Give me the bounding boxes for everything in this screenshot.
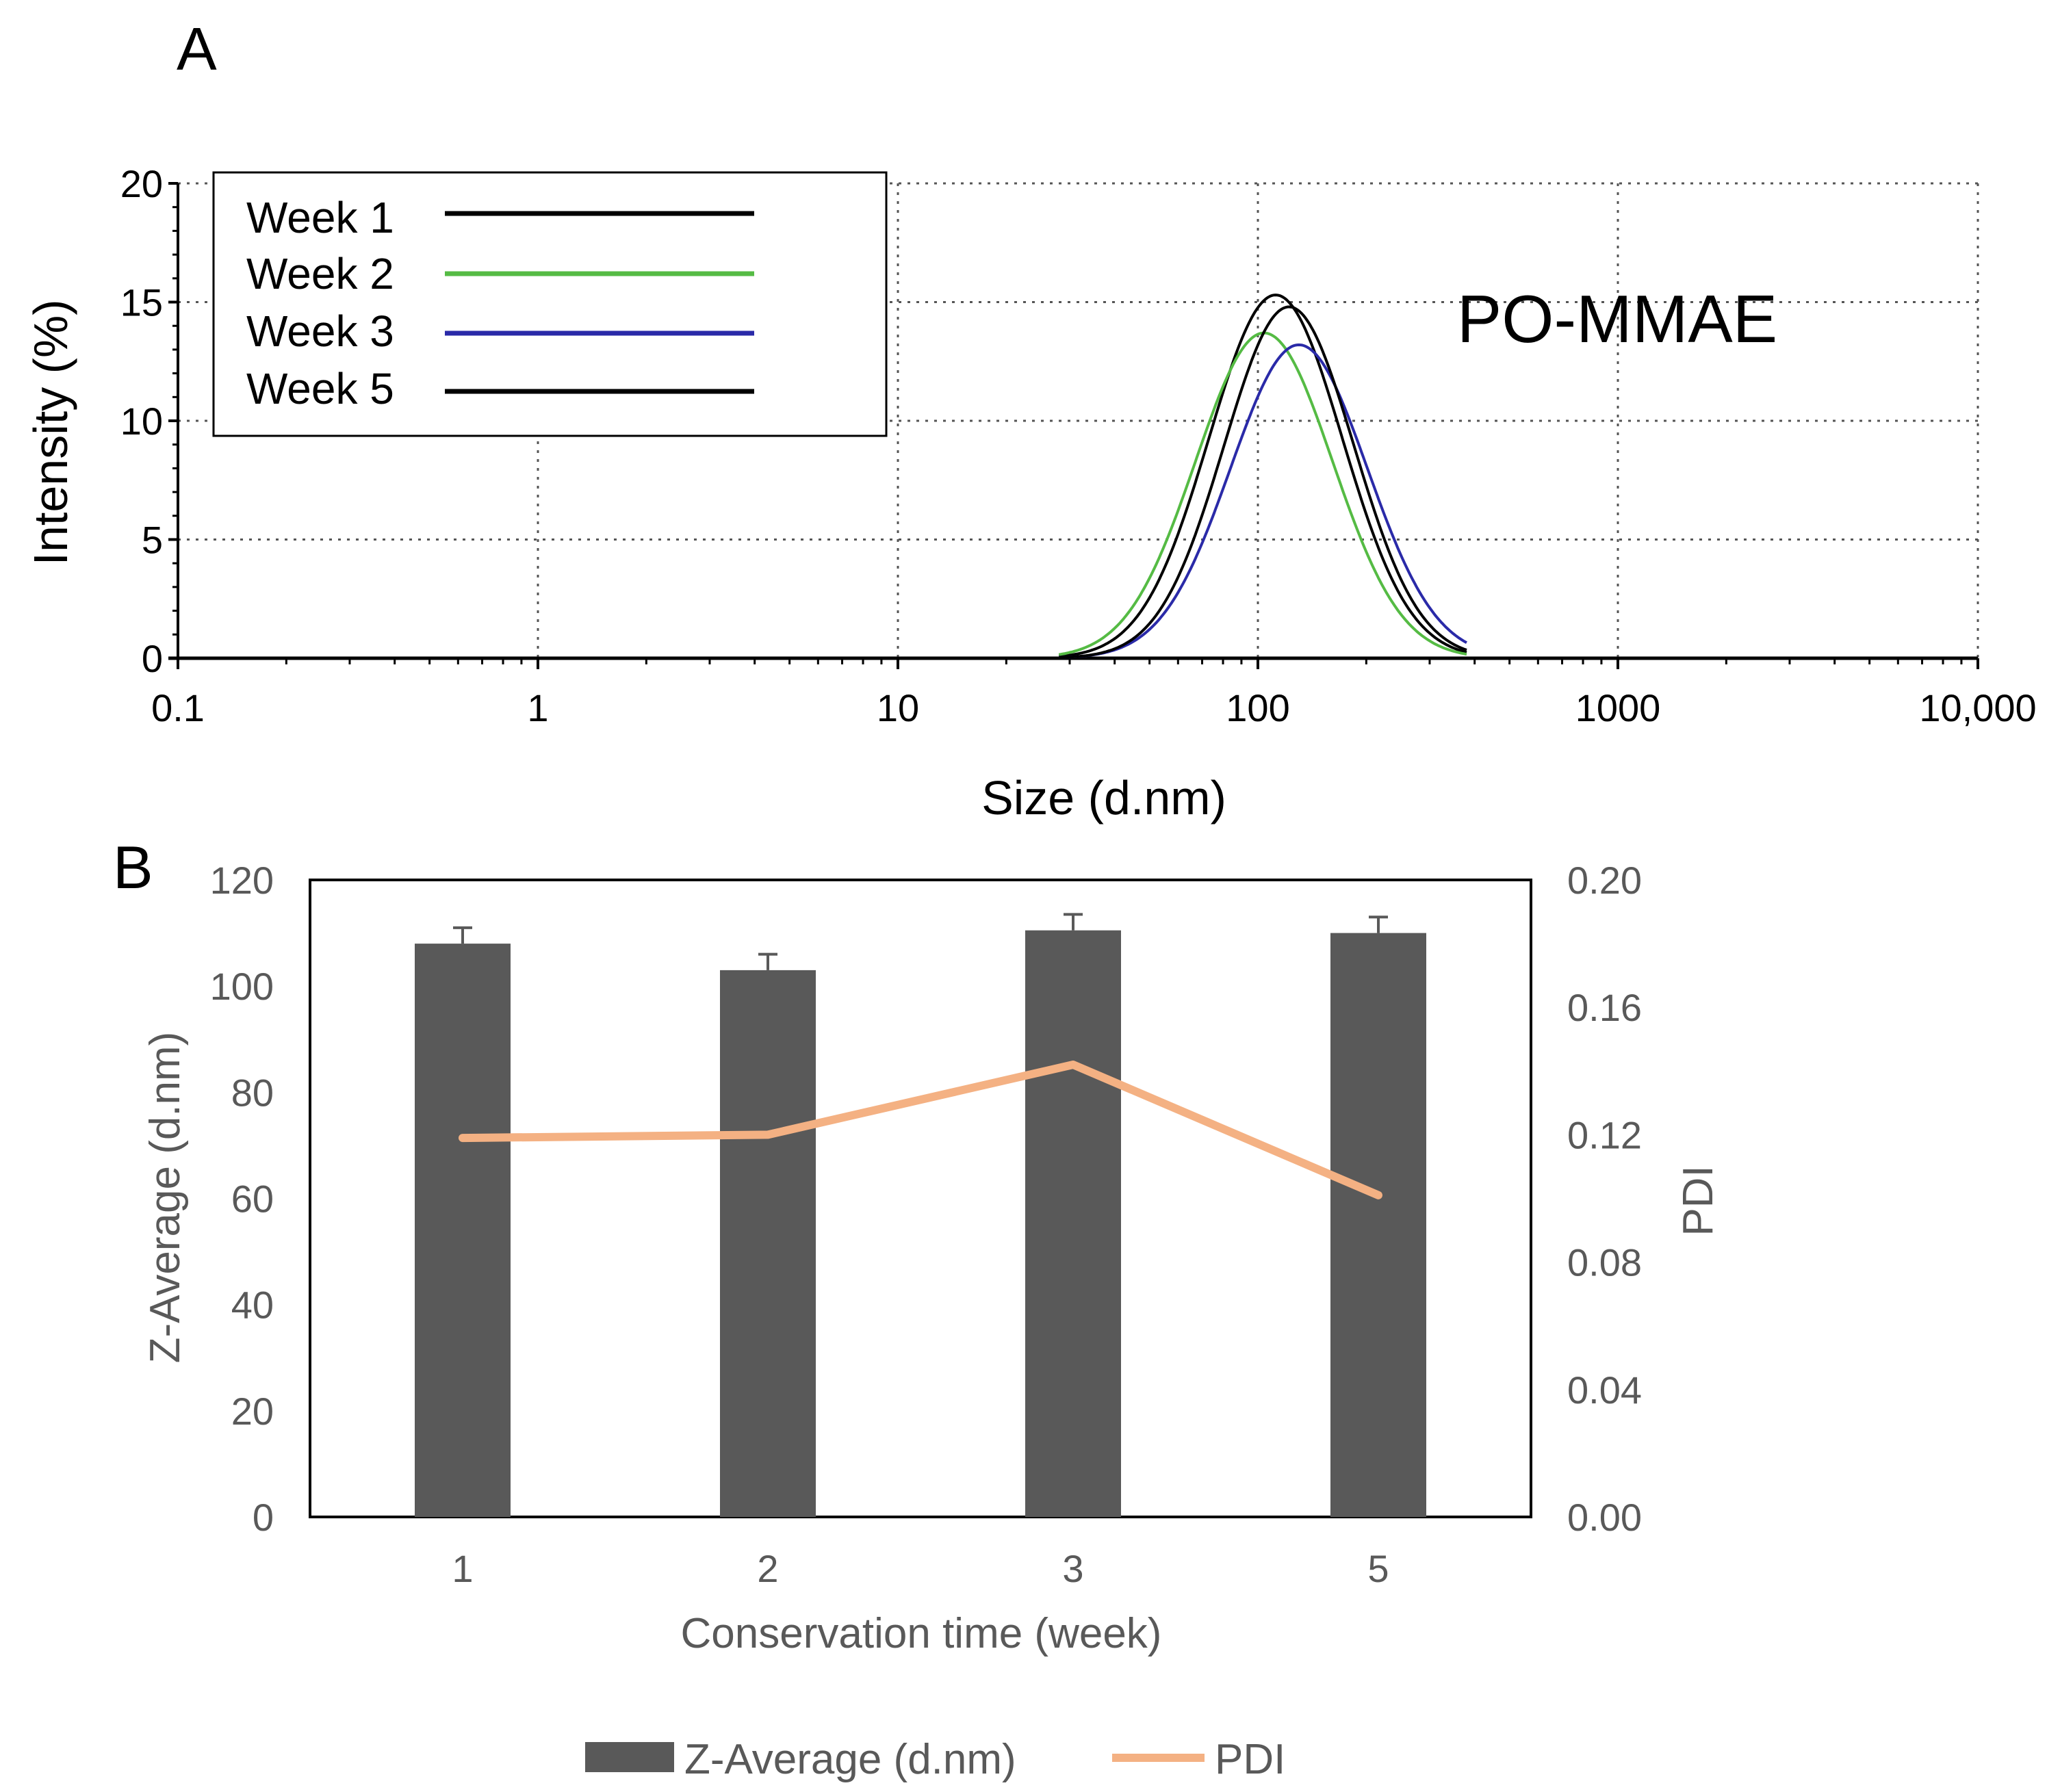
panel-b-y-tick-label-right: 0.00 (1567, 1496, 1642, 1539)
legend-label-z-average: Z-Average (d.nm) (684, 1736, 1016, 1783)
bar-z-average-week-1 (415, 944, 511, 1517)
bar-z-average-week-3 (1025, 930, 1121, 1517)
panel-a-x-tick-label: 1000 (1575, 686, 1661, 729)
panel-a-legend: Week 1 Week 2 Week 3 Week 5 (212, 171, 888, 437)
pdi-series-line (459, 1061, 1382, 1199)
legend-label-week-3: Week 3 (246, 307, 394, 356)
panel-b-y-tick-label-left: 80 (231, 1071, 274, 1114)
panel-b-y-axis-title-right: PDI (1675, 1165, 1722, 1236)
panel-a-x-tick-label: 100 (1226, 686, 1289, 729)
panel-b-y-tick-label-left: 100 (210, 965, 274, 1008)
panel-a-x-tick-label: 10,000 (1919, 686, 2036, 729)
panel-a-curve-week-5 (1059, 305, 1467, 660)
legend-swatch-z-average (585, 1742, 674, 1772)
legend-label-pdi: PDI (1215, 1736, 1285, 1783)
panel-b-x-tick-label: 3 (1062, 1547, 1083, 1590)
panel-a-axes (168, 182, 1979, 669)
panel-a-y-tick-label: 10 (120, 400, 163, 443)
panel-b-y-tick-label-left: 0 (253, 1496, 274, 1539)
panel-b-y-tick-label-right: 0.08 (1567, 1241, 1642, 1284)
panel-b-tick-labels: 0 20 40 60 80 100 120 0.00 0.04 0.08 0.12 0.16 0.20 1… (210, 859, 1642, 1590)
panel-b-x-tick-label: 1 (452, 1547, 473, 1590)
panel-a-y-tick-label: 15 (120, 281, 163, 324)
panel-b-y-tick-label-left: 60 (231, 1178, 274, 1221)
panel-b-y-tick-label-left: 40 (231, 1284, 274, 1327)
panel-b-error-bars (453, 913, 1388, 970)
panel-a-x-tick-label: 0.1 (151, 686, 205, 729)
panel-a-tick-labels: 0.1 1 10 100 1000 10,000 0 5 10 15 20 (120, 162, 2037, 729)
panel-b-y-tick-label-right: 0.12 (1567, 1113, 1642, 1156)
panel-a-label: A (177, 15, 217, 83)
panel-a-x-axis-title: Size (d.nm) (981, 771, 1226, 824)
panel-b-y-tick-label-left: 20 (231, 1390, 274, 1433)
panel-a: A 0.1 1 10 100 1000 10,000 0 5 10 15 20 PO-MMAE Si… (24, 15, 2037, 824)
bar-z-average-week-2 (720, 970, 816, 1517)
legend-label-week-5: Week 5 (246, 364, 394, 413)
panel-b-label: B (113, 833, 153, 901)
panel-a-y-tick-label: 20 (120, 162, 163, 205)
panel-a-curve-week-1 (1059, 294, 1467, 658)
panel-b-y-axis-title-left: Z-Average (d.nm) (142, 1032, 189, 1364)
panel-a-title: PO-MMAE (1457, 281, 1777, 356)
panel-a-x-tick-label: 10 (877, 686, 919, 729)
panel-b-pdi-line (459, 1061, 1382, 1199)
panel-b-bars (415, 930, 1426, 1517)
panel-a-curves (1058, 294, 1467, 660)
panel-b-y-tick-label-right: 0.04 (1567, 1368, 1642, 1412)
panel-a-grid (178, 182, 1979, 658)
bar-z-average-week-5 (1330, 933, 1426, 1517)
panel-a-y-tick-label: 5 (142, 519, 163, 562)
panel-b-legend: Z-Average (d.nm) PDI (585, 1736, 1285, 1783)
panel-b-y-tick-label-right: 0.16 (1567, 986, 1642, 1029)
legend-label-week-1: Week 1 (246, 193, 394, 242)
panel-b: B 0 20 40 60 80 100 120 0.00 0.04 0.08 0.12 0.16 0.2… (113, 833, 1722, 1783)
legend-label-week-2: Week 2 (246, 249, 394, 298)
panel-b-y-tick-label-right: 0.20 (1567, 859, 1642, 902)
panel-b-x-tick-label: 2 (757, 1547, 778, 1590)
panel-a-y-tick-label: 0 (142, 637, 163, 680)
panel-a-curve-week-3 (1059, 343, 1467, 659)
panel-a-y-axis-title: Intensity (%) (24, 300, 77, 566)
panel-b-x-axis-title: Conservation time (week) (681, 1610, 1162, 1657)
panel-a-x-tick-label: 1 (527, 686, 548, 729)
panel-b-x-tick-label: 5 (1367, 1547, 1389, 1590)
panel-b-y-tick-label-left: 120 (210, 859, 274, 902)
panel-b-plot-frame (309, 879, 1532, 1518)
